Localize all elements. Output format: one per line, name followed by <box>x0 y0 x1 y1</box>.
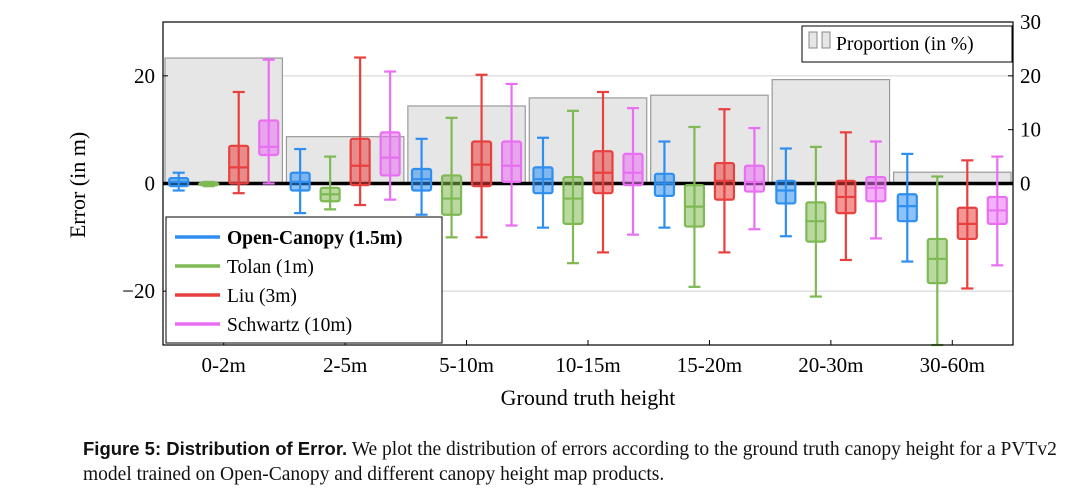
box-iqr <box>743 164 766 193</box>
y-axis-label: Error (in m) <box>65 132 90 238</box>
box-plot <box>532 136 554 229</box>
legend-label: Tolan (1m) <box>227 257 314 278</box>
proportion-legend-swatch-1 <box>808 31 818 49</box>
legend-label: Schwartz (10m) <box>227 315 352 336</box>
box-plot <box>379 70 401 201</box>
y2-tick-label: 30 <box>1020 10 1041 34</box>
box-plot <box>592 90 614 254</box>
x-tick-label: 10-15m <box>555 353 620 377</box>
y-tick-label: 0 <box>145 172 156 196</box>
x-axis-label: Ground truth height <box>501 385 676 410</box>
x-tick-label: 2-5m <box>323 353 367 377</box>
box-plot <box>865 140 887 240</box>
series-legend: Open-Canopy (1.5m) Tolan (1m) Liu (3m) Schw… <box>165 216 443 344</box>
box-plot <box>713 108 736 254</box>
box-iqr <box>926 237 948 285</box>
box-plot <box>926 175 948 347</box>
proportion-legend-label: Proportion (in %) <box>836 34 974 55</box>
caption-text: We plot the distribution of errors accor… <box>83 439 1057 485</box>
box-plot <box>410 137 433 216</box>
box-plot <box>835 131 857 262</box>
box-iqr <box>775 179 797 205</box>
box-plots <box>168 56 1008 347</box>
box-iqr <box>349 137 371 187</box>
box-plot <box>562 109 584 265</box>
y-tick-label: −20 <box>122 279 155 303</box>
proportion-bar <box>650 94 769 185</box>
box-plot <box>896 152 918 263</box>
proportion-legend-swatch-2 <box>821 31 831 49</box>
legend-label: Liu (3m) <box>227 286 297 307</box>
box-iqr <box>562 175 584 225</box>
box-iqr <box>896 193 918 223</box>
box-iqr <box>228 144 250 185</box>
box-iqr <box>379 131 401 177</box>
x-tick-label: 0-2m <box>202 353 246 377</box>
box-iqr <box>500 140 523 183</box>
box-plot <box>289 147 311 215</box>
error-distribution-chart: −20 0 20 0 10 20 30 0-2m 2-5m 5-10m 10-15m 15-20m 20… <box>65 10 1041 410</box>
box-plot <box>622 107 644 236</box>
x-tick-label: 15-20m <box>677 353 742 377</box>
x-tick-label: 20-30m <box>798 353 863 377</box>
box-iqr <box>622 152 644 187</box>
box-plot <box>198 180 220 188</box>
caption-label: Figure 5: Distribution of Error. <box>83 438 348 459</box>
box-plot <box>986 155 1008 267</box>
box-iqr <box>258 119 280 157</box>
box-plot <box>743 126 766 231</box>
box-plot <box>775 147 797 238</box>
box-plot <box>683 125 706 288</box>
y-tick-label: 20 <box>134 64 155 88</box>
box-plot <box>349 56 371 207</box>
box-plot <box>805 145 827 298</box>
proportion-bar <box>771 79 891 185</box>
y2-tick-label: 0 <box>1020 172 1031 196</box>
box-plot <box>653 140 676 229</box>
box-plot <box>228 90 250 195</box>
proportion-legend: Proportion (in %) <box>801 25 1013 63</box>
box-plot <box>168 171 190 192</box>
x-tick-label: 5-10m <box>439 353 494 377</box>
legend-label: Open-Canopy (1.5m) <box>227 228 403 249</box>
box-plot <box>470 73 493 239</box>
proportion-bars <box>164 57 1012 185</box>
box-plot <box>440 116 463 239</box>
box-plot <box>319 155 341 211</box>
box-iqr <box>440 174 463 216</box>
box-plot <box>956 159 978 290</box>
box-iqr <box>653 172 676 197</box>
y2-tick-label: 20 <box>1020 64 1041 88</box>
axes: −20 0 20 0 10 20 30 0-2m 2-5m 5-10m 10-15m 15-20m 20… <box>122 10 1041 377</box>
x-tick-label: 30-60m <box>920 353 985 377</box>
figure-caption: Figure 5: Distribution of Error. We plot… <box>83 436 1073 487</box>
box-iqr <box>865 175 887 203</box>
box-plot <box>258 58 280 185</box>
y2-tick-label: 10 <box>1020 118 1041 142</box>
box-plot <box>500 82 523 227</box>
